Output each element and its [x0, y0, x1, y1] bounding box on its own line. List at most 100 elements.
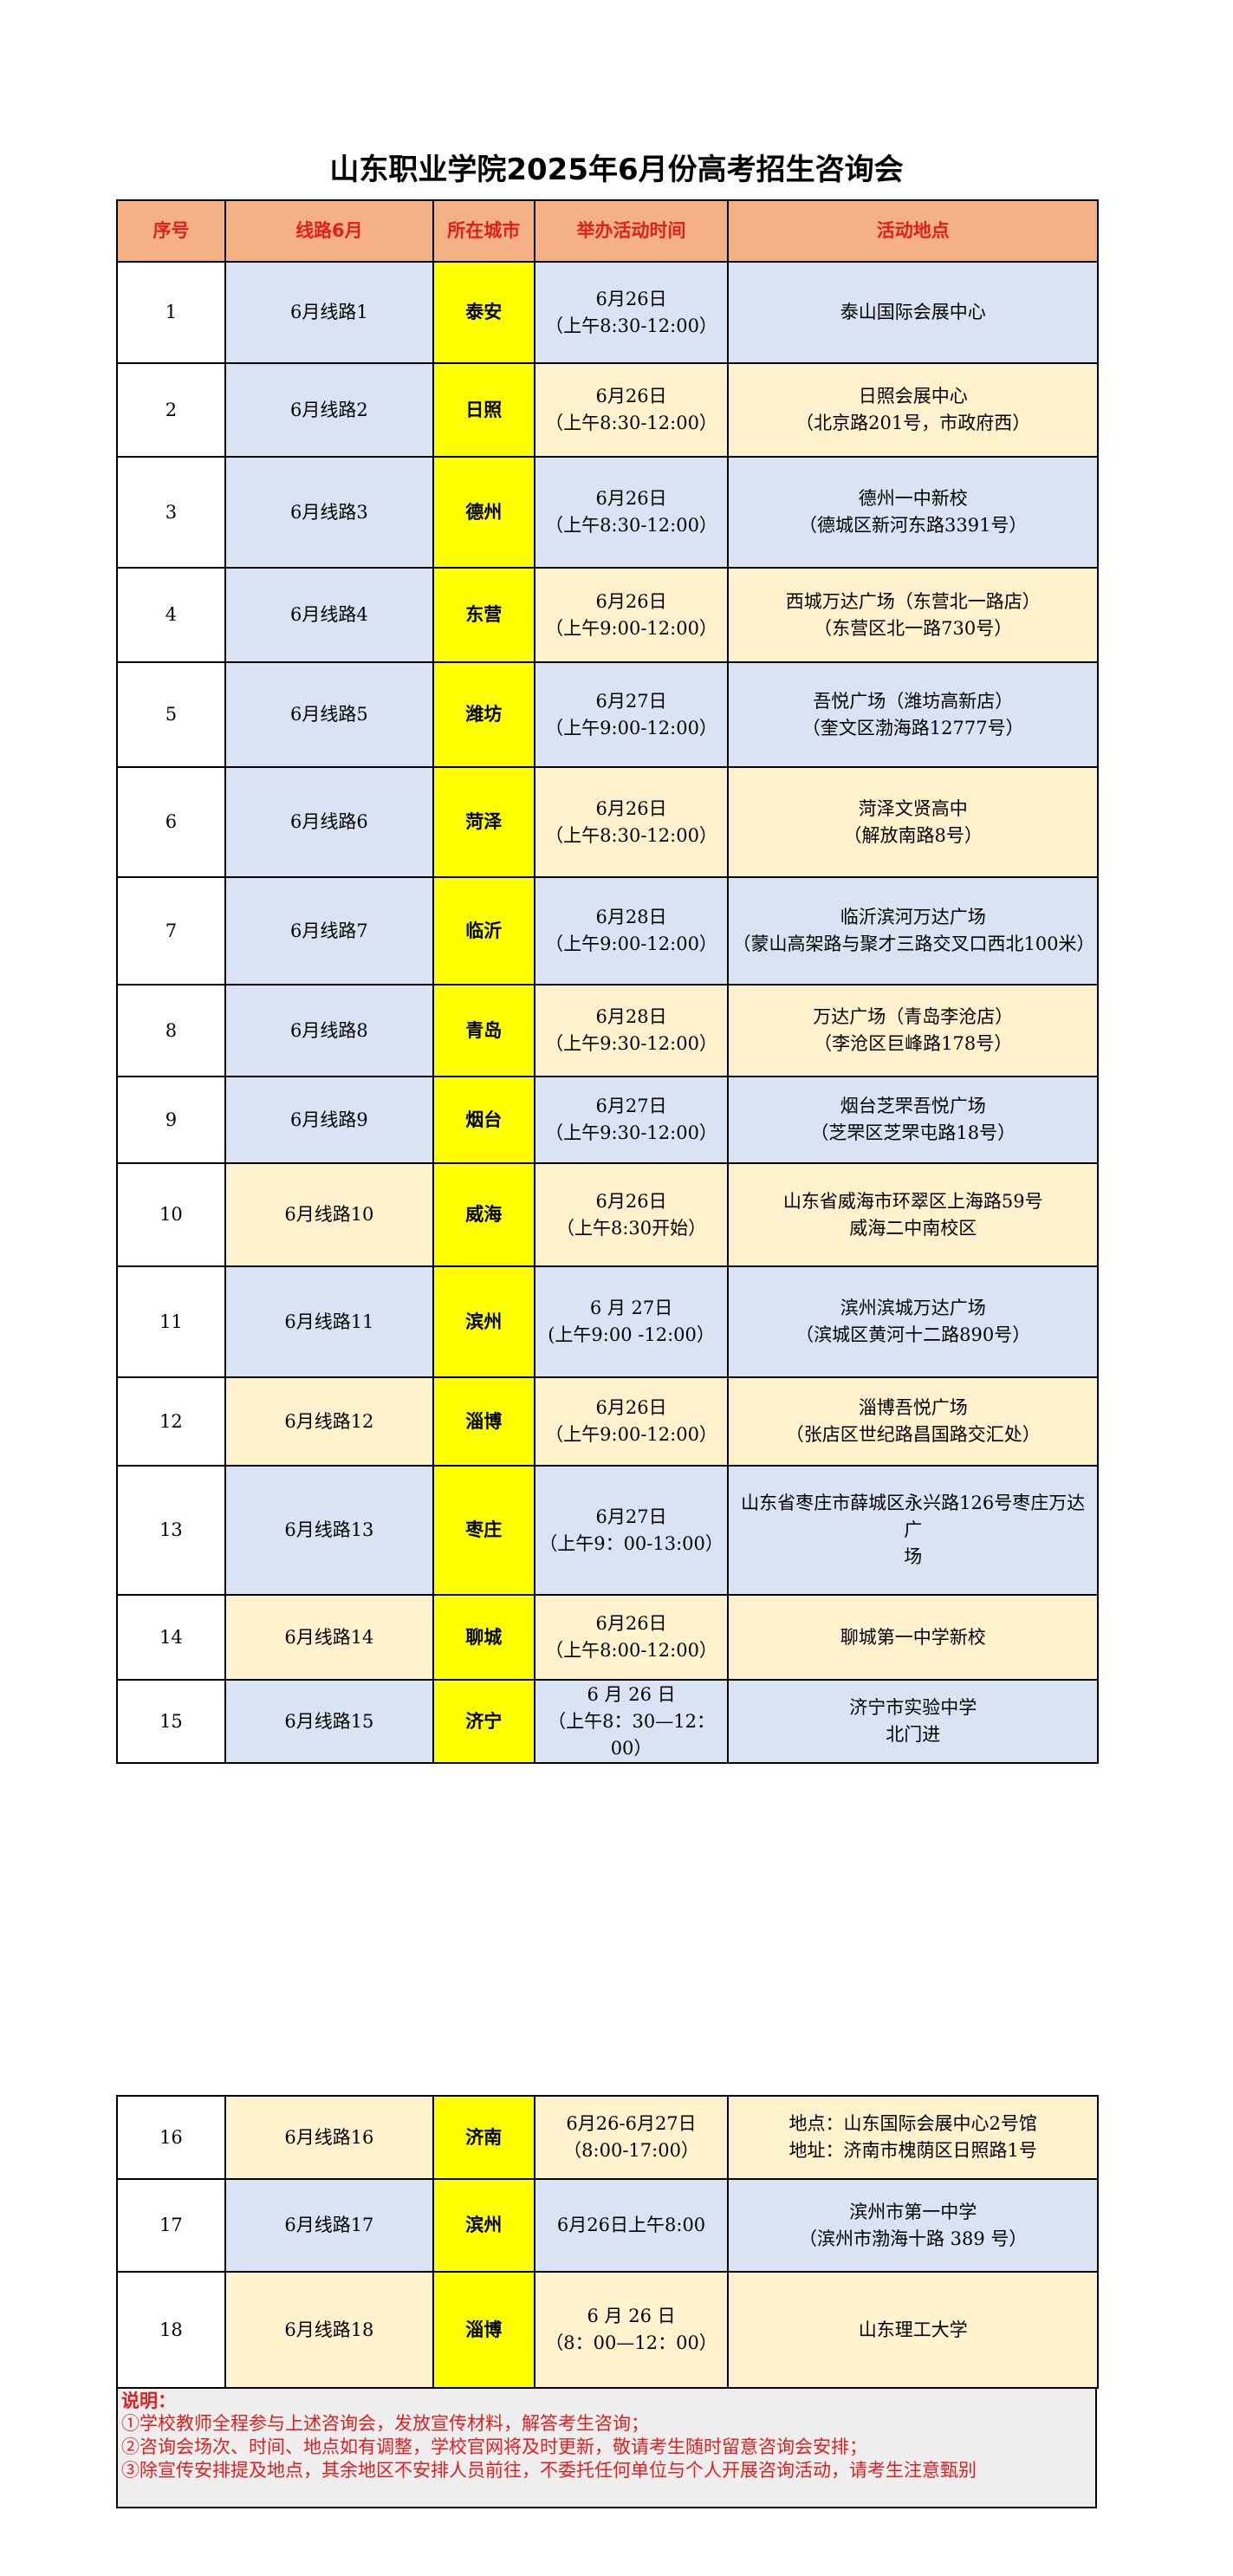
row: 8 6月线路8 青岛 6月28日 （上午9:30-12:00） 万达广场（青岛李沧店） （李…: [116, 984, 1099, 1077]
cell: 山东理工大学: [727, 2271, 1099, 2389]
cell: 山东省枣庄市薛城区永兴路126号枣庄万达广场: [727, 1465, 1099, 1596]
cell: 聊城第一中学新校: [727, 1594, 1099, 1681]
cell: 济宁市实验中学 北门进: [727, 1679, 1099, 1764]
cell: 6月线路5: [224, 661, 434, 768]
cell-line: （上午9:00-12:00）: [545, 717, 717, 738]
cell: 泰安: [432, 261, 535, 364]
cell-line: 6月26日: [595, 590, 667, 612]
cell-line: 00）: [610, 1737, 652, 1759]
cell: 6月26日 （上午8:30-12:00）: [533, 261, 730, 364]
cell-line: 6月26日: [595, 1190, 667, 1212]
cell-line: 场: [904, 1546, 923, 1567]
cell: 潍坊: [432, 661, 535, 768]
cell-line: 地址：济南市槐荫区日照路1号: [788, 2140, 1037, 2161]
cell: 12: [116, 1376, 226, 1467]
row: 18 6月线路18 淄博 6 月 26 日 （8：00—12：00） 山东理工大学: [116, 2271, 1099, 2389]
cell-line: 菏泽文贤高中: [858, 797, 968, 819]
cell-line: （滨州市渤海十路 389 号）: [798, 2228, 1028, 2249]
note: ③除宣传安排提及地点，其余地区不安排人员前往，不委托任何单位与个人开展咨询活动，…: [121, 2460, 977, 2481]
row: 7 6月线路7 临沂 6月28日 （上午9:00-12:00） 临沂滨河万达广场 （蒙山高架…: [116, 876, 1099, 986]
cell: 6: [116, 766, 226, 878]
row: 17 6月线路17 滨州 6月26日上午8:00 滨州市第一中学 （滨州市渤海十路 389…: [116, 2178, 1099, 2273]
cell: 11: [116, 1265, 226, 1378]
cell-line: （上午9:00-12:00）: [545, 933, 717, 954]
header-cell: 活动地点: [727, 199, 1099, 263]
cell: 滨州市第一中学 （滨州市渤海十路 389 号）: [727, 2178, 1099, 2273]
cell-line: （上午8:30-12:00）: [545, 413, 717, 433]
cell-line: （上午8:30-12:00）: [545, 515, 717, 536]
cell: 6月27日 （上午9：00-13:00）: [533, 1465, 730, 1596]
cell-line: （芝罘区芝罘屯路18号）: [810, 1122, 1016, 1143]
cell: 泰山国际会展中心: [727, 261, 1099, 364]
cell: 聊城: [432, 1594, 535, 1681]
cell: 临沂滨河万达广场 （蒙山高架路与聚才三路交叉口西北100米）: [727, 876, 1099, 986]
cell: 10: [116, 1162, 226, 1267]
cell: 6月线路15: [224, 1679, 434, 1764]
cell: 5: [116, 661, 226, 768]
cell: 16: [116, 2095, 226, 2180]
cell: 6月线路7: [224, 876, 434, 986]
table: 16 6月线路16 济南 6月26-6月27日 （8:00-17:00） 地点：山东国际会…: [116, 2095, 1099, 2389]
cell: 6月27日 （上午9:30-12:00）: [533, 1076, 730, 1164]
cell: 东营: [432, 567, 535, 663]
notes-heading: 说明：: [121, 2390, 176, 2411]
cell-line: （奎文区渤海路12777号）: [801, 717, 1024, 738]
cell: 济南: [432, 2095, 535, 2180]
cell-line: （上午9：00-13:00）: [539, 1532, 724, 1554]
cell: 6月线路8: [224, 984, 434, 1077]
row: 5 6月线路5 潍坊 6月27日 （上午9:00-12:00） 吾悦广场（潍坊高新店） （奎…: [116, 661, 1099, 768]
cell: 威海: [432, 1162, 535, 1267]
cell: 滨州: [432, 1265, 535, 1378]
cell-line: （李沧区巨峰路178号）: [814, 1033, 1013, 1054]
cell: 菏泽: [432, 766, 535, 878]
notes: 说明： ①学校教师全程参与上述咨询会，发放宣传材料，解答考生咨询； ②咨询会场次、时…: [116, 2387, 1097, 2508]
row: 6 6月线路6 菏泽 6月26日 （上午8:30-12:00） 菏泽文贤高中 （解放南路8号…: [116, 766, 1099, 878]
row: 15 6月线路15 济宁 6 月 26 日 （上午8：30—12： 00） 济宁市实验中学北…: [116, 1679, 1099, 1764]
cell: 万达广场（青岛李沧店） （李沧区巨峰路178号）: [727, 984, 1099, 1077]
cell: 烟台: [432, 1076, 535, 1164]
cell: 6月26日上午8:00: [533, 2178, 730, 2273]
cell-line: 威海二中南校区: [849, 1217, 977, 1239]
header-cell: 线路6月: [224, 199, 434, 263]
cell: 4: [116, 567, 226, 663]
cell: 6月26日 （上午8:30-12:00）: [533, 456, 730, 569]
cell: 7: [116, 876, 226, 986]
cell: 西城万达广场（东营北一路店） （东营区北一路730号）: [727, 567, 1099, 663]
cell: 淄博吾悦广场 （张店区世纪路昌国路交汇处）: [727, 1376, 1099, 1467]
cell: 6月26日 （上午9:00-12:00）: [533, 567, 730, 663]
cell-line: 6月26日: [595, 797, 667, 819]
cell: 6 月 27日 (上午9:00 -12:00）: [533, 1265, 730, 1378]
cell-line: 德州一中新校: [858, 488, 968, 509]
cell: 6月线路4: [224, 567, 434, 663]
cell-line: 6 月 26 日: [587, 2306, 676, 2326]
cell: 6月26日 （上午8:30开始）: [533, 1162, 730, 1267]
cell-line: （解放南路8号）: [843, 824, 983, 846]
cell-line: （德城区新河东路3391号）: [798, 515, 1028, 536]
cell: 6月26-6月27日 （8:00-17:00）: [533, 2095, 730, 2180]
row: 3 6月线路3 德州 6月26日 （上午8:30-12:00） 德州一中新校 （德城区新河东…: [116, 456, 1099, 569]
cell: 6月线路13: [224, 1465, 434, 1596]
cell: 1: [116, 261, 226, 364]
header-row: 序号 线路6月 所在城市 举办活动时间 活动地点: [116, 199, 1099, 263]
cell-line: 6月28日: [595, 907, 667, 927]
cell: 烟台芝罘吾悦广场 （芝罘区芝罘屯路18号）: [727, 1076, 1099, 1164]
cell: 9: [116, 1076, 226, 1164]
cell: 6月线路17: [224, 2178, 434, 2273]
cell-line: 6 月 27日: [589, 1298, 673, 1318]
cell: 6月27日 （上午9:00-12:00）: [533, 661, 730, 768]
cell: 3: [116, 456, 226, 569]
cell: 6月线路6: [224, 766, 434, 878]
cell: 6月26日 （上午9:00-12:00）: [533, 1376, 730, 1467]
cell-line: 地点：山东国际会展中心2号馆: [788, 2113, 1037, 2134]
cell: 6月线路10: [224, 1162, 434, 1267]
cell: 6 月 26 日 （上午8：30—12： 00）: [533, 1679, 730, 1764]
cell-line: 6月27日: [595, 1096, 667, 1116]
cell-line: 滨州滨城万达广场: [840, 1298, 986, 1318]
title: 山东职业学院2025年6月份高考招生咨询会: [329, 153, 904, 187]
cell-line: 6月27日: [595, 690, 667, 712]
cell-line: 临沂滨河万达广场: [840, 907, 986, 927]
cell: 6月线路16: [224, 2095, 434, 2180]
cell: 淄博: [432, 1376, 535, 1467]
cell: 德州一中新校 （德城区新河东路3391号）: [727, 456, 1099, 569]
note: ①学校教师全程参与上述咨询会，发放宣传材料，解答考生咨询；: [121, 2413, 649, 2434]
